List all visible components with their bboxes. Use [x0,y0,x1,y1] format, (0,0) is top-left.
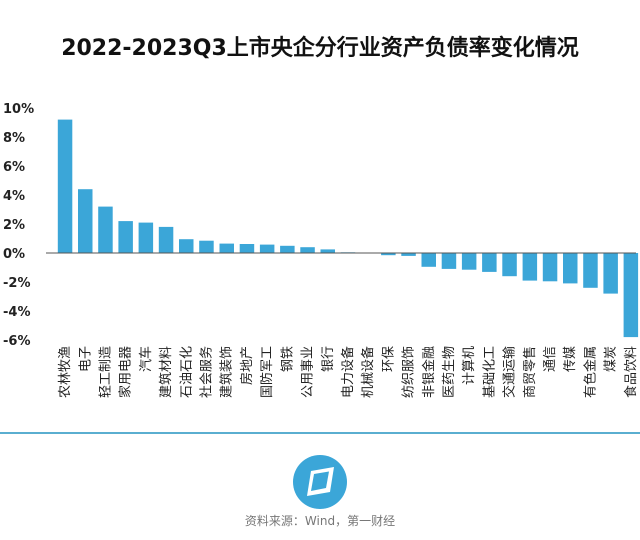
source-note: 资料来源：Wind，第一财经 [244,514,396,528]
x-tick-label: 食品饮料 [623,346,639,398]
y-tick-label: 8% [3,131,25,146]
bar [280,245,295,254]
bar [78,189,93,253]
bar [219,243,234,253]
bar [199,240,214,253]
bar [239,244,255,253]
bar [441,253,457,269]
y-axis-ticks: 10% 8% 6% 4% 2% 0% -2% -4% -6% [3,102,34,349]
x-tick-label: 家用电器 [118,346,134,398]
chart-title: 2022-2023Q3上市央企分行业资产负债率变化情况 [61,36,579,61]
x-tick-label: 煤炭 [604,346,619,372]
bar [401,253,416,256]
x-tick-label: 国防军工 [259,346,275,398]
bar [138,222,154,253]
x-tick-label: 计算机 [462,346,477,385]
bar [57,119,73,253]
x-tick-label: 基础化工 [482,346,497,398]
x-tick-label: 汽车 [138,346,154,372]
x-tick-label: 公用事业 [301,346,316,398]
x-tick-label: 环保 [381,346,396,372]
x-tick-label: 轻工制造 [98,346,113,398]
bar [563,253,578,284]
x-tick-label: 电力设备 [340,346,356,398]
x-tick-label: 银行 [321,346,336,372]
y-tick-label: 4% [3,189,25,204]
bar [502,253,517,277]
x-tick-label: 电子 [78,346,93,372]
x-tick-label: 农林牧渔 [58,346,73,398]
x-tick-label: 建筑装饰 [219,346,235,398]
bar [118,221,133,253]
x-tick-label: 医药生物 [442,346,457,398]
footer-divider [0,432,640,434]
bars [57,119,639,338]
x-tick-label: 通信 [543,346,558,372]
x-axis-labels: 农林牧渔 电子 轻工制造 家用电器 汽车 建筑材料 石油石化 社会服务 建筑装饰 房地产 国防军工钢… [58,346,639,398]
y-tick-label: -2% [3,276,30,291]
x-tick-label: 社会服务 [199,346,215,398]
y-tick-label: 2% [3,218,25,233]
bar [259,244,275,253]
y-tick-label: -4% [3,305,30,320]
bar [583,253,598,288]
y-tick-label: 10% [3,102,34,117]
x-tick-label: 纺织服饰 [402,346,417,398]
y-tick-label: 6% [3,160,25,175]
x-tick-label: 钢铁 [280,346,295,372]
bar [522,253,538,281]
bar [623,253,639,338]
bar [300,247,315,253]
bar [542,253,558,282]
yicai-logo-icon [293,455,347,509]
x-tick-label: 交通运输 [502,346,518,398]
bar [461,253,477,270]
bar [482,253,497,272]
bar [98,206,113,253]
bar [179,239,194,253]
x-tick-label: 建筑材料 [158,346,174,398]
bar-chart: 10%8%6%4%2%0%-2%-4%-6% 农林牧渔 电子 轻工制造 家用电器 汽车建… [3,102,639,398]
x-tick-label: 商贸零售 [522,346,538,398]
x-tick-label: 房地产 [239,346,255,385]
x-tick-label: 非银金融 [421,346,437,398]
x-tick-label: 石油石化 [179,346,194,398]
bar [381,253,396,256]
bar [320,249,335,253]
y-tick-label: 0% [3,247,25,262]
bar [421,253,436,267]
x-tick-label: 传媒 [563,346,578,372]
x-tick-label: 机械设备 [360,346,376,398]
y-tick-label: -6% [3,334,30,349]
bar [603,253,618,294]
x-tick-label: 有色金属 [582,346,598,398]
bar [158,226,174,253]
